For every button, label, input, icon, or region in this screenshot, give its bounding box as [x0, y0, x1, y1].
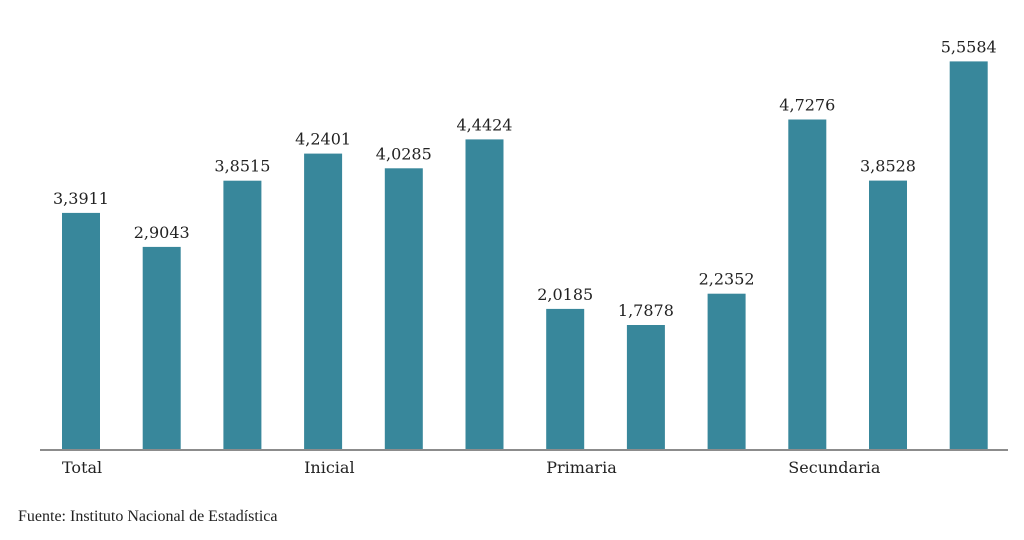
group-label-3: Primaria: [546, 458, 617, 477]
bar-chart: 3,3911 2,9043 3,8515 4,2401 4,0285 4,4424 2,01…: [40, 37, 1008, 477]
value-label-7: 2,0185: [537, 285, 593, 304]
source-note: Fuente: Instituto Nacional de Estadístic…: [18, 508, 278, 525]
value-label-5: 4,0285: [376, 144, 432, 163]
bar-10: [788, 119, 827, 450]
bars-layer: [62, 61, 988, 451]
value-label-10: 4,7276: [779, 96, 835, 115]
bar-3: [223, 180, 262, 450]
value-label-8: 1,7878: [618, 301, 674, 320]
bar-4: [304, 153, 343, 450]
value-label-2: 2,9043: [134, 223, 190, 242]
bar-6: [465, 139, 504, 450]
group-labels-layer: Total Inicial Primaria Secundaria: [62, 458, 881, 477]
bar-11: [869, 180, 907, 450]
bar-8: [626, 325, 665, 450]
value-label-3: 3,8515: [214, 157, 270, 176]
bar-1: [62, 212, 100, 450]
bar-12: [949, 61, 988, 451]
value-label-9: 2,2352: [699, 270, 755, 289]
bar-9: [707, 293, 746, 450]
value-label-12: 5,5584: [941, 37, 997, 56]
bar-5: [384, 168, 423, 451]
group-label-1: Total: [62, 458, 102, 477]
value-label-4: 4,2401: [295, 130, 351, 149]
value-label-6: 4,4424: [457, 115, 513, 134]
bar-2: [142, 246, 181, 450]
group-label-2: Inicial: [304, 458, 354, 477]
value-label-1: 3,3911: [53, 189, 109, 208]
value-labels-layer: 3,3911 2,9043 3,8515 4,2401 4,0285 4,4424 2,01…: [53, 37, 997, 320]
value-label-11: 3,8528: [860, 157, 916, 176]
bar-7: [546, 308, 585, 450]
group-label-4: Secundaria: [788, 458, 881, 477]
